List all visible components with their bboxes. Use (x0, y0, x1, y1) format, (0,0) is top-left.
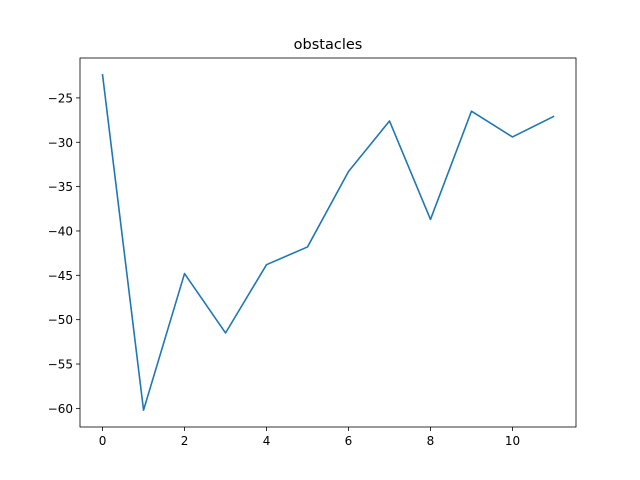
x-tick-label: 2 (181, 434, 189, 448)
plot-area: 0 2 4 6 8 10 −60 −55 −50 −45 −40 −35 −30 −25 (48, 57, 577, 448)
series-line-0 (101, 73, 555, 411)
axes-layer: 0 2 4 6 8 10 −60 −55 −50 −45 −40 −35 −30 −25 (48, 57, 577, 448)
x-tick-label: 0 (99, 434, 107, 448)
x-tick-label: 6 (345, 434, 353, 448)
y-tick-label: −25 (48, 91, 73, 105)
y-tick-label: −55 (48, 358, 73, 372)
chart-title: obstacles (294, 37, 363, 53)
x-tick-label: 10 (505, 434, 520, 448)
y-tick-label: −35 (48, 180, 73, 194)
x-tick-label: 8 (427, 434, 435, 448)
y-tick-label: −30 (48, 136, 73, 150)
series-layer (101, 73, 555, 411)
y-tick-label: −60 (48, 402, 73, 416)
x-tick-label: 4 (263, 434, 271, 448)
y-tick-label: −40 (48, 224, 73, 238)
y-tick-label: −50 (48, 313, 73, 327)
y-tick-label: −45 (48, 269, 73, 283)
axes-frame (79, 57, 577, 428)
